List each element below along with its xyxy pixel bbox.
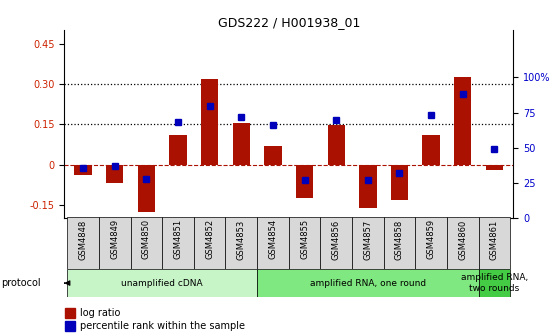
Bar [454,77,472,165]
FancyBboxPatch shape [447,217,479,269]
Text: amplified RNA,
two rounds: amplified RNA, two rounds [461,274,528,293]
Text: unamplified cDNA: unamplified cDNA [122,279,203,288]
FancyBboxPatch shape [384,217,415,269]
Text: GSM4854: GSM4854 [268,219,277,259]
FancyBboxPatch shape [68,269,257,297]
FancyBboxPatch shape [131,217,162,269]
Bar [169,135,187,165]
FancyBboxPatch shape [320,217,352,269]
Bar [65,321,75,331]
FancyBboxPatch shape [257,269,479,297]
Text: GSM4856: GSM4856 [331,219,341,260]
Bar [328,125,345,165]
Bar [74,165,92,175]
FancyBboxPatch shape [257,217,289,269]
Text: GSM4857: GSM4857 [363,219,372,260]
Text: GSM4849: GSM4849 [110,219,119,259]
FancyBboxPatch shape [352,217,384,269]
Bar [106,165,123,183]
Title: GDS222 / H001938_01: GDS222 / H001938_01 [218,16,360,29]
Text: GSM4852: GSM4852 [205,219,214,259]
Text: protocol: protocol [1,278,41,288]
Text: GSM4850: GSM4850 [142,219,151,259]
Text: GSM4859: GSM4859 [427,219,436,259]
FancyBboxPatch shape [479,269,510,297]
Text: GSM4855: GSM4855 [300,219,309,259]
Text: GSM4861: GSM4861 [490,219,499,260]
FancyBboxPatch shape [225,217,257,269]
Text: GSM4860: GSM4860 [458,219,467,260]
FancyBboxPatch shape [415,217,447,269]
FancyBboxPatch shape [289,217,320,269]
Text: GSM4851: GSM4851 [174,219,182,259]
Bar [391,165,408,200]
FancyBboxPatch shape [194,217,225,269]
FancyBboxPatch shape [479,217,510,269]
Bar [201,79,218,165]
FancyBboxPatch shape [99,217,131,269]
Bar [359,165,377,208]
Text: GSM4848: GSM4848 [79,219,88,260]
Bar [264,146,282,165]
Text: log ratio: log ratio [80,308,121,318]
Bar [65,308,75,318]
Bar [485,165,503,170]
Text: amplified RNA, one round: amplified RNA, one round [310,279,426,288]
FancyBboxPatch shape [162,217,194,269]
Bar [233,123,250,165]
Text: GSM4858: GSM4858 [395,219,404,260]
Text: percentile rank within the sample: percentile rank within the sample [80,321,245,331]
FancyBboxPatch shape [68,217,99,269]
Bar [422,135,440,165]
Bar [296,165,313,198]
Bar [138,165,155,212]
Text: GSM4853: GSM4853 [237,219,246,260]
